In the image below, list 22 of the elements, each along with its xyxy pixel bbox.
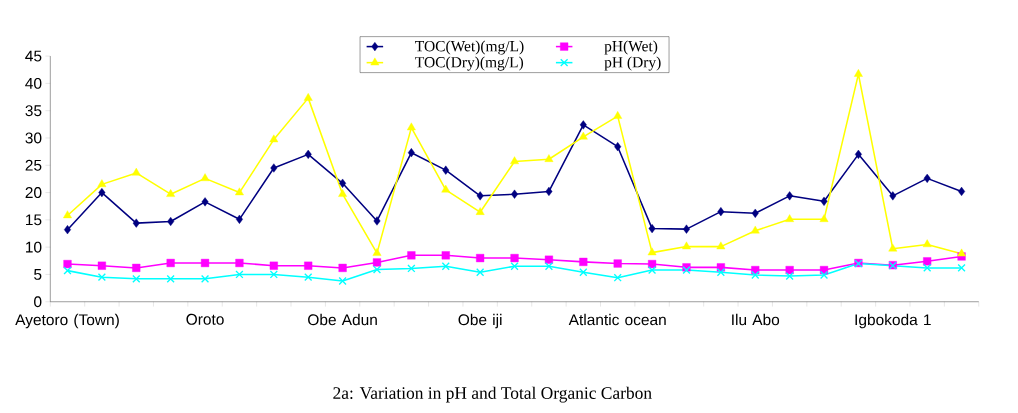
y-tick-label: 40: [25, 77, 42, 89]
x-tick-label: Oroto: [186, 313, 224, 325]
y-tick-label: 0: [34, 296, 42, 308]
x-tick-label: Ilu Abo: [732, 313, 780, 326]
y-tick-label: 10: [26, 241, 42, 253]
y-tick-label: 25: [25, 159, 42, 171]
y-tick-label: 30: [25, 132, 42, 144]
x-tick-label: Igbokoda 1: [855, 313, 931, 329]
legend-label: pH (Dry): [604, 56, 661, 71]
legend-label: TOC(Wet)(mg/L): [415, 40, 524, 55]
x-tick-label: Atlantic ocean: [568, 313, 666, 326]
y-tick-label: 15: [26, 214, 42, 226]
y-tick-label: 45: [25, 50, 42, 62]
x-tick-label: Obe Adun: [308, 313, 377, 326]
legend-label: pH(Wet): [604, 40, 658, 55]
y-tick-label: 5: [34, 269, 42, 280]
text: 2a: Variation in pH and Total Organic Carbon: [333, 386, 652, 403]
x-tick-label: Ayetoro (Town): [15, 313, 119, 329]
legend-label: TOC(Dry)(mg/L): [415, 56, 524, 71]
x-tick-label: Obe iji: [458, 313, 502, 329]
y-tick-label: 20: [25, 187, 42, 199]
y-tick-label: 35: [25, 105, 42, 117]
